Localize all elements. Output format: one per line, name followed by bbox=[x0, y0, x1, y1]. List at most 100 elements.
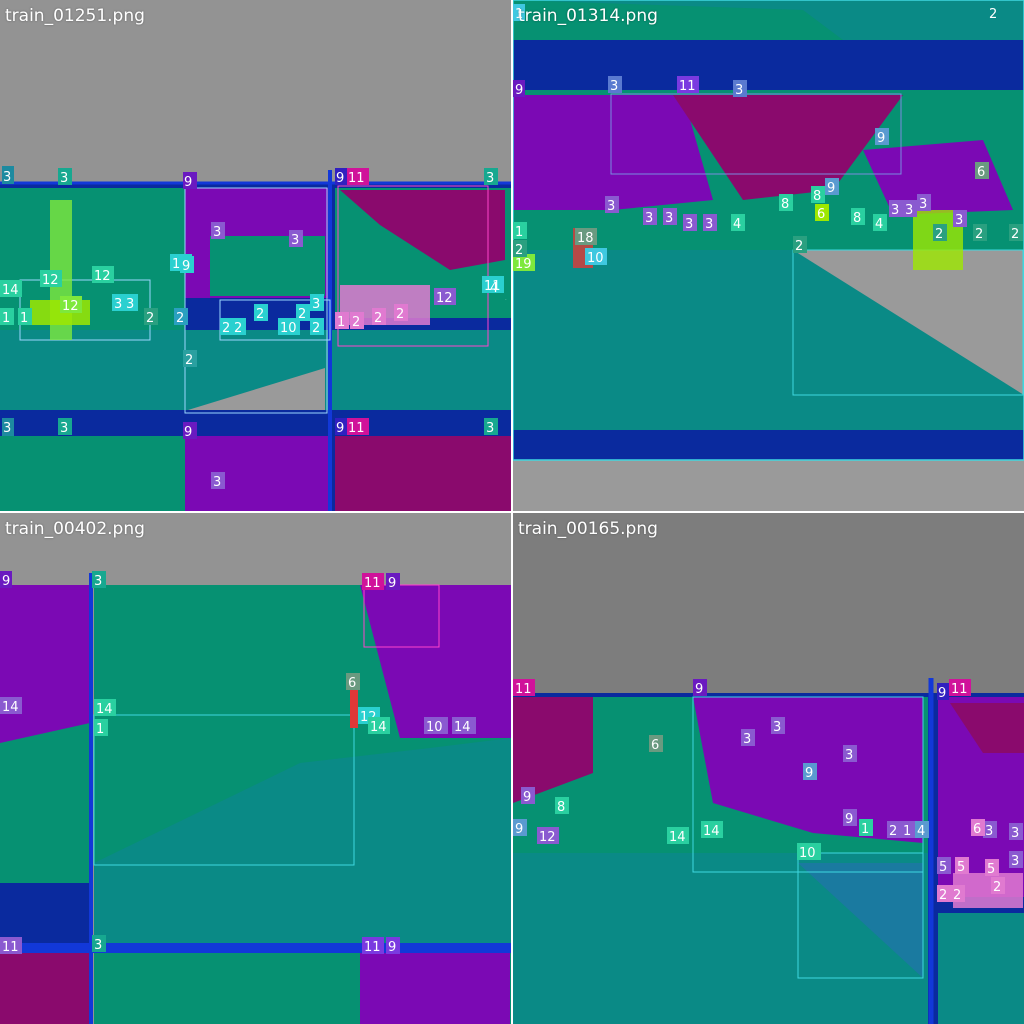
label-box-1 bbox=[2, 166, 14, 184]
label-box-34 bbox=[434, 288, 456, 305]
label-box-13 bbox=[0, 308, 14, 325]
label-box-27 bbox=[889, 200, 903, 217]
label-box-30 bbox=[985, 859, 999, 876]
label-box-40 bbox=[335, 418, 347, 435]
label-box-13 bbox=[513, 819, 527, 836]
label-box-17 bbox=[815, 204, 829, 221]
box-building bbox=[363, 584, 440, 648]
segment-label-30: 3 bbox=[955, 213, 963, 228]
segment-label-14: 12 bbox=[539, 830, 556, 845]
segmentation-canvas: 11 9 9 11 3 3 6 3 3 9 9 8 9 12 bbox=[513, 513, 1024, 1024]
sky-teal bbox=[513, 0, 1024, 40]
label-box-3 bbox=[937, 683, 949, 700]
segmentation-canvas: 9 3 11 9 14 6 14 1 12 14 10 14 11 bbox=[0, 513, 511, 1024]
segment-label-1: 3 bbox=[3, 170, 11, 185]
segment-label-27: 5 bbox=[957, 860, 965, 875]
road-right bbox=[938, 913, 1024, 1024]
label-box-6 bbox=[733, 80, 747, 97]
label-box-12 bbox=[555, 797, 569, 814]
label-box-18 bbox=[859, 819, 873, 836]
label-box-10 bbox=[368, 717, 390, 734]
label-box-12 bbox=[663, 208, 677, 225]
segment-label-21: 11 bbox=[484, 279, 501, 294]
segment-label-8: 3 bbox=[845, 748, 853, 763]
label-box-15 bbox=[362, 937, 384, 954]
segment-label-2: 9 bbox=[695, 682, 703, 697]
label-box-30 bbox=[335, 312, 349, 329]
label-box-20 bbox=[513, 254, 535, 271]
label-box-25 bbox=[851, 208, 865, 225]
segment-label-30: 1 bbox=[337, 315, 345, 330]
box-frame bbox=[513, 0, 1024, 461]
segment-label-29: 2 bbox=[953, 888, 961, 903]
bottom-gray bbox=[513, 460, 1024, 511]
label-box-15 bbox=[144, 308, 158, 325]
label-box-9 bbox=[983, 821, 997, 838]
segment-label-3: 9 bbox=[515, 83, 523, 98]
segment-label-16: 14 bbox=[703, 824, 720, 839]
label-box-19 bbox=[180, 256, 194, 273]
segment-label-34: 12 bbox=[436, 291, 453, 306]
label-box-39 bbox=[183, 422, 197, 439]
segment-label-6: 6 bbox=[348, 676, 356, 691]
segment-label-14: 1 bbox=[20, 311, 28, 326]
segment-label-28: 3 bbox=[312, 297, 320, 312]
label-box-16 bbox=[701, 821, 723, 838]
label-box-24 bbox=[731, 214, 745, 231]
label-box-5 bbox=[347, 168, 369, 185]
sidewalk-region bbox=[188, 368, 325, 410]
overhead-band bbox=[513, 40, 1024, 90]
segment-label-2: 3 bbox=[60, 171, 68, 186]
label-box-3 bbox=[362, 573, 384, 590]
segment-label-13: 9 bbox=[515, 822, 523, 837]
segment-label-10: 9 bbox=[805, 766, 813, 781]
segment-label-7: 3 bbox=[213, 225, 221, 240]
label-box-42 bbox=[484, 418, 498, 435]
label-box-3 bbox=[513, 80, 525, 97]
label-box-2 bbox=[58, 168, 72, 185]
box-building bbox=[692, 696, 924, 873]
box-building bbox=[610, 93, 902, 175]
segment-label-23: 2 bbox=[234, 321, 242, 336]
label-box-30 bbox=[953, 210, 967, 227]
label-box-1 bbox=[0, 571, 12, 588]
segment-label-24: 3 bbox=[1011, 826, 1019, 841]
label-box-14 bbox=[92, 935, 106, 952]
label-box-10 bbox=[803, 763, 817, 780]
segment-label-22: 10 bbox=[799, 846, 816, 861]
segment-label-25: 8 bbox=[853, 211, 861, 226]
label-box-37 bbox=[2, 418, 14, 436]
label-box-11 bbox=[40, 270, 62, 287]
segment-label-15: 14 bbox=[669, 830, 686, 845]
segment-label-28: 3 bbox=[905, 203, 913, 218]
segment-label-20: 12 bbox=[62, 299, 79, 314]
segmentation-canvas: 1 2 9 3 11 3 9 9 6 3 3 3 3 3 bbox=[513, 0, 1024, 511]
segment-label-11: 3 bbox=[645, 211, 653, 226]
label-box-4 bbox=[335, 168, 347, 185]
segment-label-4: 9 bbox=[388, 576, 396, 591]
segment-label-23: 2 bbox=[795, 239, 803, 254]
segment-label-16: 9 bbox=[388, 940, 396, 955]
label-box-24 bbox=[1009, 823, 1023, 840]
segment-label-25: 3 bbox=[1011, 854, 1019, 869]
segment-label-29: 3 bbox=[919, 197, 927, 212]
segment-label-1: 9 bbox=[2, 574, 10, 589]
label-box-17 bbox=[843, 809, 857, 826]
segment-label-18: 1 bbox=[861, 822, 869, 837]
segment-label-7: 6 bbox=[651, 738, 659, 753]
label-box-11 bbox=[521, 787, 535, 804]
segment-label-27: 3 bbox=[891, 203, 899, 218]
segment-label-5: 11 bbox=[348, 171, 365, 186]
segment-label-5: 14 bbox=[2, 700, 19, 715]
segment-label-22: 2 bbox=[222, 321, 230, 336]
segment-label-5: 3 bbox=[743, 732, 751, 747]
vegetation-right bbox=[950, 703, 1024, 753]
segment-label-32: 2 bbox=[975, 227, 983, 242]
segment-label-33: 2 bbox=[396, 307, 404, 322]
label-box-14 bbox=[703, 214, 717, 231]
label-box-22 bbox=[797, 843, 821, 860]
tile-train-00402: 9 3 11 9 14 6 14 1 12 14 10 14 11 bbox=[0, 513, 511, 1024]
label-box-41 bbox=[347, 418, 369, 435]
segment-label-41: 11 bbox=[348, 421, 365, 436]
label-box-11 bbox=[424, 717, 448, 734]
